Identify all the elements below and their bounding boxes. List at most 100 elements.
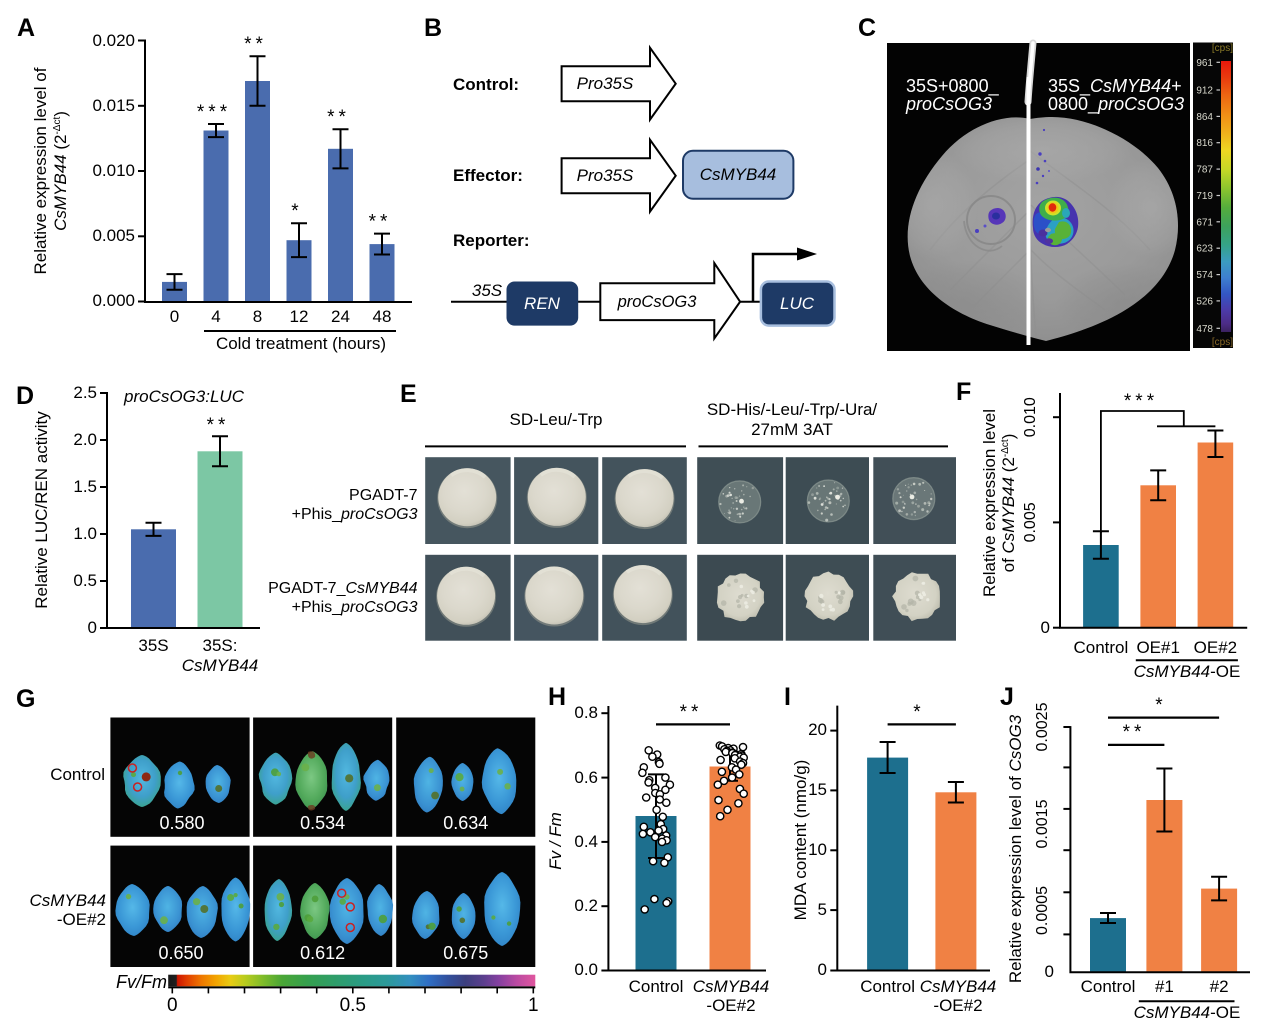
svg-text:0.534: 0.534 — [300, 813, 345, 833]
svg-text:**: ** — [1123, 722, 1146, 743]
svg-text:35S+0800_: 35S+0800_ — [906, 76, 1000, 97]
svg-text:CsMYB44: CsMYB44 — [693, 977, 770, 996]
svg-text:15: 15 — [808, 780, 827, 799]
svg-text:0.8: 0.8 — [574, 703, 598, 722]
svg-text:*: * — [291, 201, 302, 222]
svg-text:proCsOG3: proCsOG3 — [617, 293, 698, 311]
svg-text:0.0015: 0.0015 — [1034, 799, 1051, 848]
svg-text:0.005: 0.005 — [92, 226, 135, 245]
svg-text:12: 12 — [290, 307, 309, 326]
svg-text:Relative expression level of C: Relative expression level of CsOG3 — [1006, 714, 1025, 983]
svg-text:0800_proCsOG3: 0800_proCsOG3 — [1048, 94, 1184, 115]
svg-text:Fv / Fm: Fv / Fm — [546, 812, 565, 870]
svg-text:623: 623 — [1196, 244, 1213, 255]
svg-text:C: C — [858, 14, 876, 42]
svg-text:0.5: 0.5 — [73, 571, 97, 590]
svg-text:Relative LUC/REN activity: Relative LUC/REN activity — [32, 411, 51, 609]
svg-text:Effector:: Effector: — [453, 166, 523, 185]
svg-text:0.015: 0.015 — [92, 96, 135, 115]
svg-text:0.2: 0.2 — [574, 896, 598, 915]
svg-text:Pro35S: Pro35S — [577, 74, 634, 93]
svg-text:*: * — [913, 702, 924, 723]
svg-text:Cold treatment (hours): Cold treatment (hours) — [216, 334, 386, 353]
svg-text:Control: Control — [1081, 977, 1136, 996]
svg-text:Control: Control — [50, 765, 105, 784]
svg-text:CsMYB44-OE: CsMYB44-OE — [1134, 662, 1241, 681]
svg-text:0.000: 0.000 — [92, 291, 135, 310]
svg-text:+Phis_proCsOG3: +Phis_proCsOG3 — [292, 599, 418, 616]
svg-text:CsMYB44: CsMYB44 — [29, 891, 106, 910]
svg-text:**: ** — [680, 702, 703, 723]
svg-text:J: J — [1000, 683, 1014, 711]
svg-text:2.0: 2.0 — [73, 430, 97, 449]
svg-text:E: E — [400, 380, 417, 408]
svg-text:20: 20 — [808, 720, 827, 739]
svg-text:SD-His/-Leu/-Trp/-Ura/: SD-His/-Leu/-Trp/-Ura/ — [707, 400, 878, 419]
svg-text:816: 816 — [1196, 138, 1213, 149]
svg-text:#1: #1 — [1155, 977, 1174, 996]
svg-text:35S_CsMYB44+: 35S_CsMYB44+ — [1048, 76, 1182, 97]
svg-text:8: 8 — [253, 307, 262, 326]
svg-text:Pro35S: Pro35S — [577, 166, 634, 185]
svg-text:H: H — [548, 683, 566, 711]
svg-text:961: 961 — [1196, 58, 1213, 69]
svg-text:PGADT-7_CsMYB44: PGADT-7_CsMYB44 — [268, 580, 417, 597]
svg-text:Control: Control — [860, 977, 915, 996]
svg-text:0.0005: 0.0005 — [1034, 886, 1051, 935]
svg-text:0.650: 0.650 — [158, 943, 203, 963]
svg-text:0.010: 0.010 — [92, 161, 135, 180]
svg-text:35S: 35S — [472, 281, 503, 300]
svg-text:MDA content (nmo/g): MDA content (nmo/g) — [791, 760, 810, 921]
svg-text:Control: Control — [629, 977, 684, 996]
svg-text:0: 0 — [170, 307, 179, 326]
svg-text:4: 4 — [211, 307, 220, 326]
svg-text:0: 0 — [818, 960, 827, 979]
svg-text:0.010: 0.010 — [1022, 397, 1039, 437]
svg-text:0.634: 0.634 — [443, 813, 488, 833]
svg-text:0.580: 0.580 — [159, 813, 204, 833]
svg-text:574: 574 — [1196, 270, 1213, 281]
svg-text:[cps]: [cps] — [1212, 43, 1233, 54]
svg-text:24: 24 — [331, 307, 350, 326]
svg-text:***: *** — [1124, 391, 1158, 412]
svg-text:478: 478 — [1196, 324, 1213, 335]
svg-text:**: ** — [244, 34, 267, 55]
svg-text:Control:: Control: — [453, 75, 519, 94]
svg-text:proCsOG3:LUC: proCsOG3:LUC — [123, 387, 245, 406]
svg-text:**: ** — [327, 107, 350, 128]
svg-text:D: D — [16, 382, 34, 410]
svg-text:#2: #2 — [1210, 977, 1229, 996]
svg-text:0: 0 — [1041, 618, 1050, 637]
svg-text:-OE#2: -OE#2 — [706, 996, 755, 1015]
svg-text:CsMYB44: CsMYB44 — [920, 977, 997, 996]
svg-text:0: 0 — [88, 618, 97, 637]
svg-text:27mM 3AT: 27mM 3AT — [751, 420, 833, 439]
svg-text:1: 1 — [528, 995, 539, 1016]
svg-text:35S:: 35S: — [203, 636, 238, 655]
svg-text:Relative expression level: Relative expression level — [980, 409, 999, 597]
svg-text:-OE#2: -OE#2 — [933, 996, 982, 1015]
svg-text:0.0: 0.0 — [574, 960, 598, 979]
svg-text:0.0025: 0.0025 — [1034, 702, 1051, 751]
svg-text:OE#1: OE#1 — [1136, 638, 1179, 657]
svg-text:0.020: 0.020 — [92, 31, 135, 50]
svg-text:LUC: LUC — [780, 294, 815, 313]
svg-text:0.5: 0.5 — [340, 995, 366, 1016]
svg-text:912: 912 — [1196, 86, 1213, 97]
svg-text:Control: Control — [1073, 638, 1128, 657]
svg-text:of CsMYB44 (2-Δct): of CsMYB44 (2-Δct) — [999, 434, 1018, 573]
svg-text:671: 671 — [1196, 217, 1213, 228]
svg-text:2.5: 2.5 — [73, 383, 97, 402]
svg-text:1.0: 1.0 — [73, 524, 97, 543]
svg-text:Relative expression level of: Relative expression level of — [31, 67, 50, 274]
svg-text:proCsOG3: proCsOG3 — [905, 94, 992, 114]
svg-text:I: I — [784, 683, 791, 711]
svg-text:REN: REN — [524, 294, 561, 313]
svg-text:B: B — [424, 14, 442, 42]
svg-text:*: * — [1155, 695, 1166, 716]
svg-text:F: F — [956, 378, 971, 406]
svg-text:**: ** — [207, 415, 230, 436]
svg-text:CsMYB44: CsMYB44 — [700, 165, 777, 184]
svg-text:**: ** — [369, 212, 392, 233]
svg-text:1.5: 1.5 — [73, 477, 97, 496]
